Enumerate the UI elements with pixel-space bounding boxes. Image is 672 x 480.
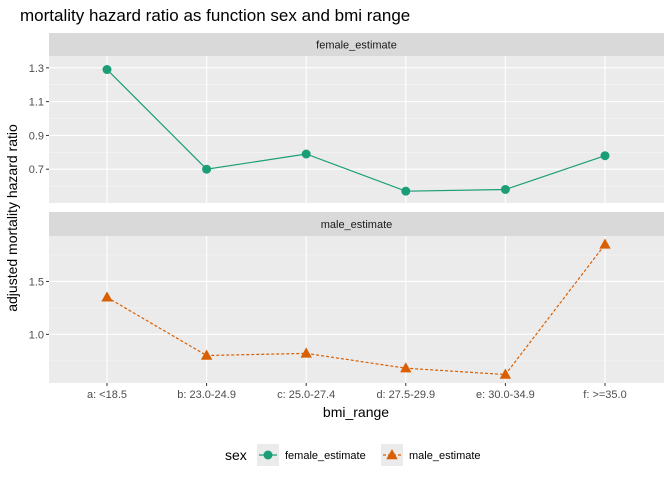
legend-entry-female_estimate: female_estimate (257, 444, 366, 466)
x-tick-label: b: 23.0-24.9 (177, 389, 236, 401)
y-tick-label: 1.3 (29, 63, 44, 75)
panel-background (49, 56, 664, 203)
panel-background (49, 236, 664, 383)
legend-entries: female_estimate male_estimate (257, 444, 481, 466)
legend-label: female_estimate (285, 450, 366, 462)
x-axis-title: bmi_range (323, 404, 389, 420)
facet-strip (49, 33, 664, 56)
data-point (499, 368, 512, 379)
series-line-male_estimate (106, 244, 606, 376)
data-point (500, 184, 510, 194)
facet-strip-label: male_estimate (321, 219, 393, 231)
x-tick-label: e: 30.0-34.9 (476, 389, 535, 401)
x-axis-ticks: a: <18.5 b: 23.0-24.9 c: 25.0-27.4 d: 27.5-… (87, 383, 627, 401)
data-point (200, 349, 213, 360)
legend-entry-male_estimate: male_estimate (381, 444, 481, 466)
data-point (600, 151, 610, 161)
y-tick-label: 1.5 (29, 276, 44, 288)
data-point (202, 164, 212, 174)
chart-title: mortality hazard ratio as function sex a… (20, 6, 410, 25)
y-tick-label: 1.0 (29, 329, 44, 341)
facet-female_estimate: female_estimate 0.7 0.9 1.1 1.3 (29, 33, 664, 203)
y-tick-label: 0.9 (29, 130, 44, 142)
x-tick-label: f: >=35.0 (583, 389, 626, 401)
facet-male_estimate: male_estimate 1.0 1.5 (29, 212, 664, 383)
data-point (300, 347, 312, 358)
series-line-female_estimate (106, 69, 606, 192)
data-point (101, 291, 113, 302)
facet-panels: female_estimate 0.7 0.9 1.1 1.3 male_estimate… (29, 33, 664, 383)
x-tick-label: d: 27.5-29.9 (376, 389, 435, 401)
x-tick-label: c: 25.0-27.4 (277, 389, 335, 401)
data-point (102, 65, 112, 75)
legend-label: male_estimate (409, 450, 481, 462)
legend-title: sex (225, 447, 247, 463)
y-tick-label: 0.7 (29, 164, 44, 176)
data-point (301, 149, 311, 159)
data-point (599, 238, 611, 249)
facet-strip-label: female_estimate (316, 40, 397, 52)
facet-strip (49, 212, 664, 236)
legend: sex female_estimate male_estimate (225, 444, 481, 466)
y-axis-title: adjusted mortality hazard ratio (4, 124, 20, 312)
y-tick-label: 1.1 (29, 97, 44, 109)
data-point (401, 186, 411, 196)
data-point (400, 362, 412, 373)
x-tick-label: a: <18.5 (87, 389, 127, 401)
legend-key-marker (386, 449, 398, 460)
legend-key-marker (263, 450, 273, 460)
